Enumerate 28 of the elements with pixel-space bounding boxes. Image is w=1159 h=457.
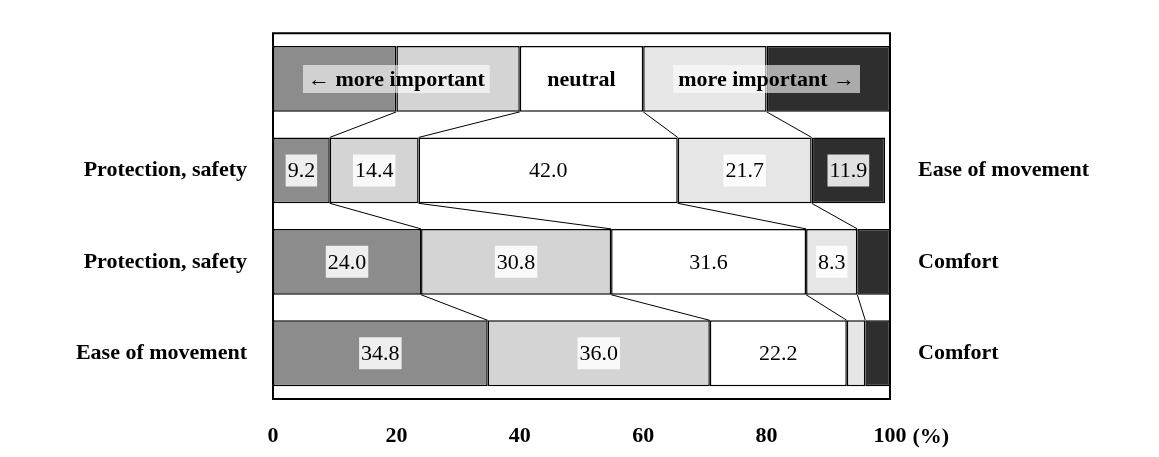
- x-tick-label: 60: [632, 421, 655, 447]
- data-label: 22.2: [759, 340, 798, 366]
- y-tick-label: Protection, safety: [83, 247, 247, 273]
- data-label: 34.8: [361, 340, 400, 366]
- data-label: 30.8: [496, 248, 536, 274]
- data-label: 36.0: [579, 340, 619, 366]
- data-label: 11.9: [829, 157, 868, 183]
- x-tick-label: 40: [508, 421, 531, 447]
- data-label: 21.7: [725, 157, 764, 183]
- data-label: 8.3: [817, 248, 846, 274]
- y2-tick-label: Comfort: [918, 247, 1000, 273]
- data-label: 24.0: [327, 248, 367, 274]
- data-label: 9.2: [287, 157, 316, 183]
- x-axis-title: (%): [912, 422, 950, 448]
- y2-tick-label: Comfort: [918, 338, 1000, 364]
- annotation: more important →: [678, 65, 855, 91]
- x-tick-label: 100: [873, 421, 907, 447]
- annotation: ← more important: [308, 65, 486, 91]
- x-tick-label: 20: [385, 421, 408, 447]
- x-tick-label: 0: [267, 421, 279, 447]
- x-tick-label: 80: [755, 421, 778, 447]
- data-label: 31.6: [689, 248, 728, 274]
- annotation: neutral: [547, 65, 616, 91]
- y-tick-label: Protection, safety: [83, 156, 247, 182]
- y-tick-label: Ease of movement: [75, 338, 248, 364]
- data-label: 42.0: [528, 157, 568, 183]
- y2-tick-label: Ease of movement: [918, 156, 1090, 182]
- data-label: 14.4: [354, 157, 394, 183]
